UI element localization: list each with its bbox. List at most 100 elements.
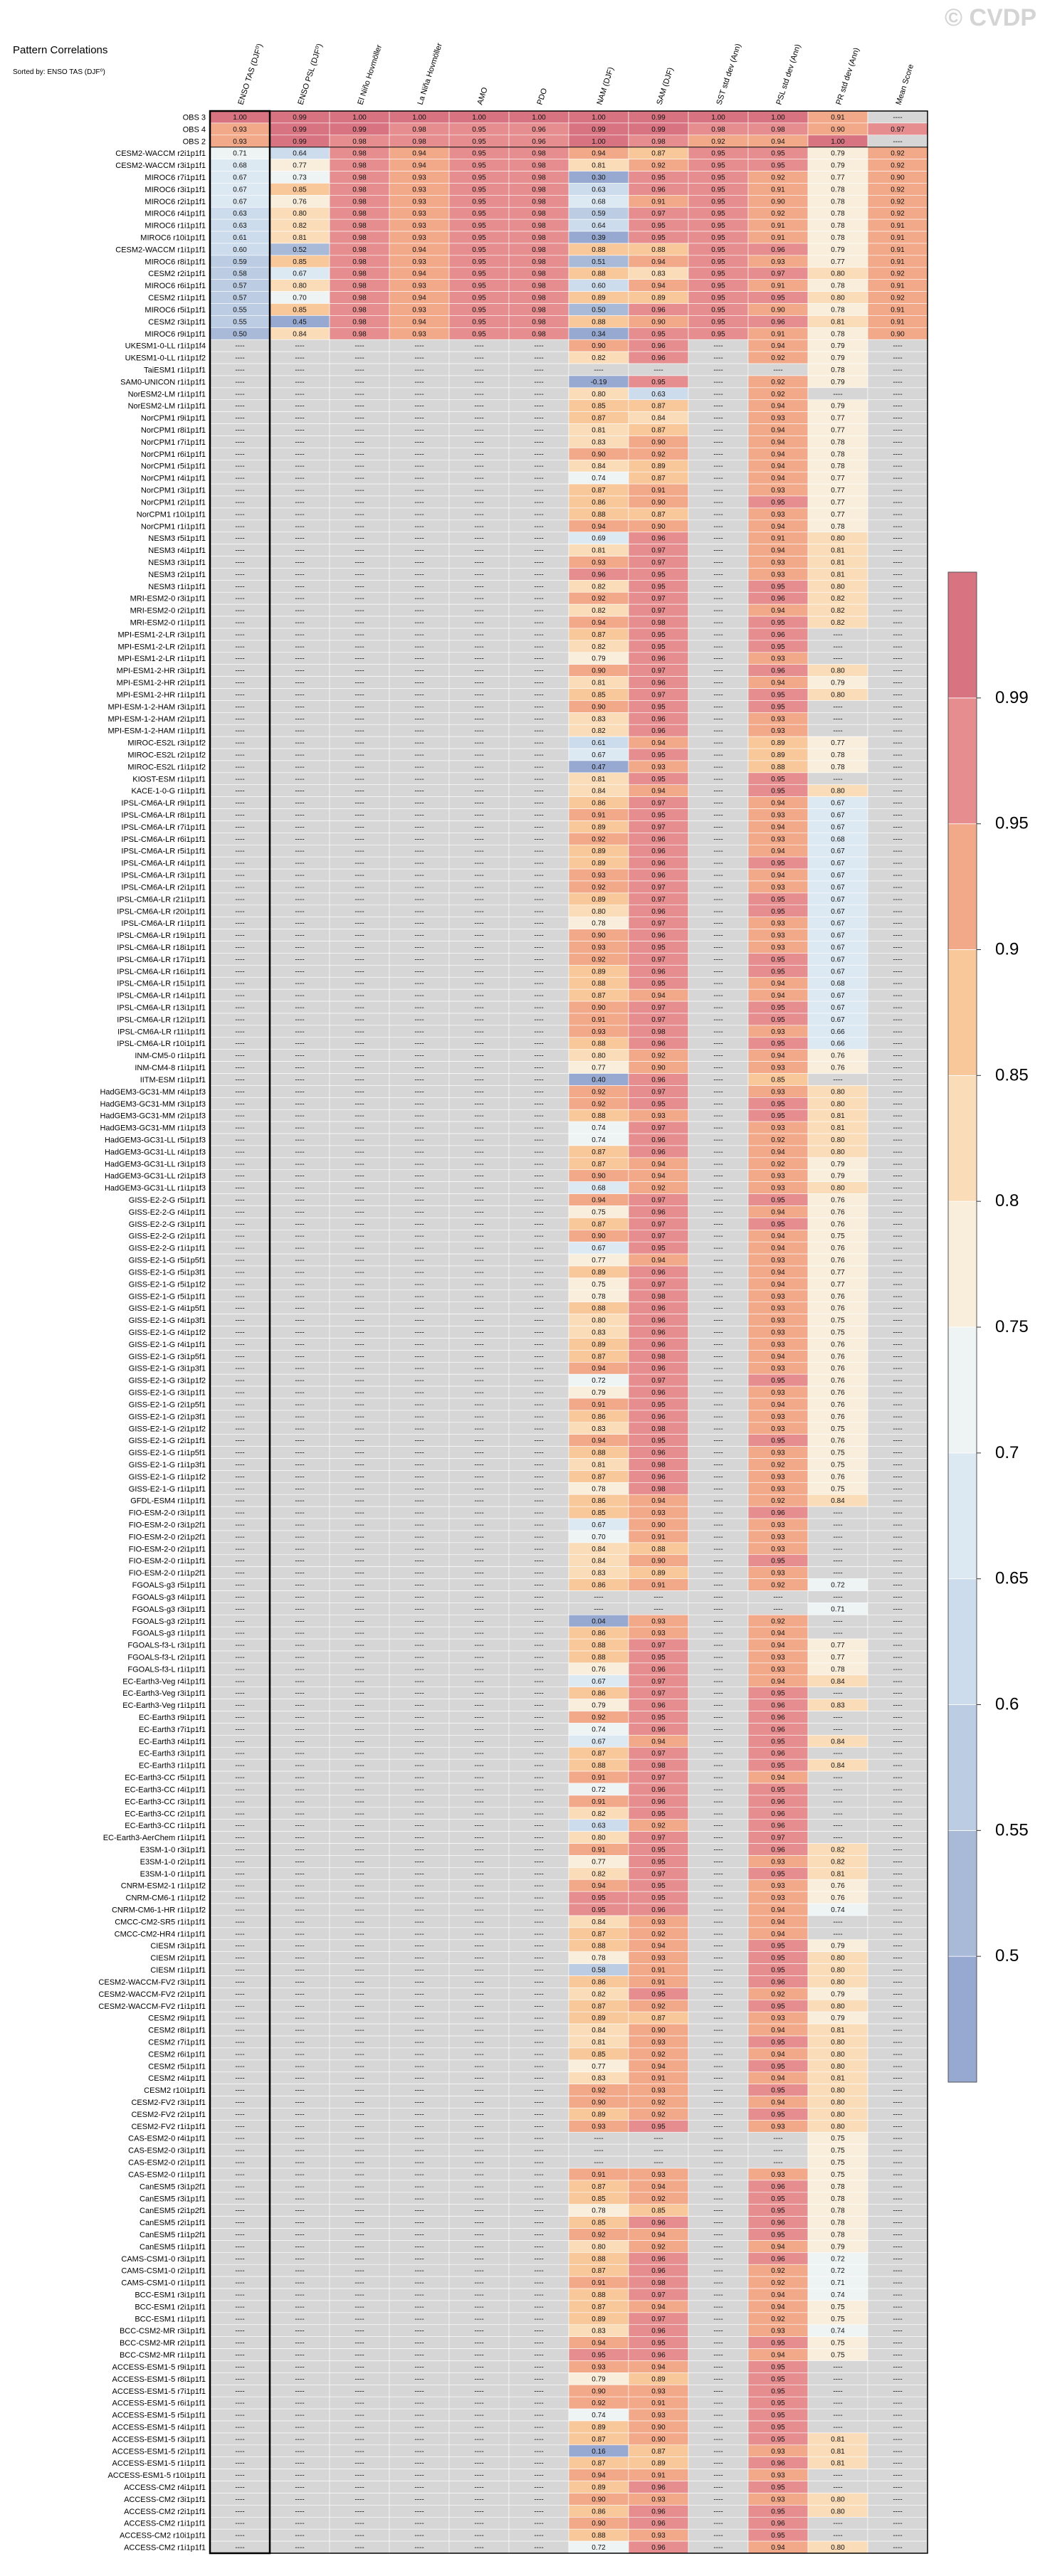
cell-value: ---- — [534, 2159, 543, 2167]
cell-value: ---- — [355, 2111, 364, 2118]
cell-value: 0.84 — [831, 1762, 845, 1770]
cell-value: ---- — [355, 2328, 364, 2335]
cell-value: 0.74 — [592, 1136, 606, 1144]
cell-value: ---- — [295, 823, 304, 831]
cell-value: 0.96 — [651, 2267, 666, 2275]
cell-value: 0.91 — [891, 258, 905, 266]
row-label: GISS-E2-1-G r3i1p1f1 — [129, 1389, 206, 1398]
row-label: MIROC6 r2i1p1f1 — [145, 198, 206, 206]
cell-value: ---- — [235, 487, 244, 495]
cell-value: 0.89 — [651, 1570, 666, 1578]
cell-value: ---- — [534, 788, 543, 796]
cell-value: ---- — [414, 1617, 424, 1625]
cell-value: ---- — [474, 1124, 483, 1132]
cell-value: ---- — [355, 2472, 364, 2480]
cell-value: ---- — [414, 2219, 424, 2227]
cell-value: ---- — [893, 619, 902, 627]
cell-value: ---- — [534, 1461, 543, 1469]
cell-value: 0.97 — [651, 607, 666, 615]
cell-value: ---- — [534, 1413, 543, 1421]
cell-value: 0.95 — [771, 968, 785, 976]
cell-value: ---- — [355, 1016, 364, 1024]
cell-value: 0.95 — [651, 643, 666, 651]
cell-value: ---- — [474, 342, 483, 350]
cell-value: 0.80 — [592, 1835, 606, 1842]
cell-value: ---- — [713, 2015, 723, 2022]
cell-value: ---- — [893, 788, 902, 796]
cell-value: 0.96 — [651, 1450, 666, 1457]
cell-value: ---- — [474, 2363, 483, 2371]
cell-value: 0.95 — [771, 2002, 785, 2010]
cell-value: 0.93 — [412, 234, 426, 242]
cell-value: ---- — [235, 1161, 244, 1168]
cell-value: ---- — [534, 1617, 543, 1625]
cell-value: 0.98 — [532, 246, 546, 254]
cell-value: ---- — [474, 2027, 483, 2034]
cell-value: ---- — [474, 751, 483, 759]
cell-value: ---- — [235, 2111, 244, 2118]
cell-value: ---- — [893, 2002, 902, 2010]
cell-value: ---- — [235, 1040, 244, 1048]
cell-value: ---- — [474, 631, 483, 639]
cell-value: ---- — [474, 2099, 483, 2107]
cell-value: ---- — [355, 1738, 364, 1746]
cell-value: ---- — [534, 2267, 543, 2275]
cell-value: ---- — [355, 1943, 364, 1951]
row-label: CESM2-WACCM-FV2 r2i1p1f1 — [98, 1990, 206, 1999]
row-label: HadGEM3-GC31-LL r5i1p1f3 — [105, 1136, 206, 1144]
cell-value: ---- — [713, 680, 723, 687]
cell-value: ---- — [355, 2424, 364, 2432]
cell-value: 0.92 — [771, 1136, 785, 1144]
cell-value: ---- — [355, 535, 364, 543]
cell-value: ---- — [893, 2472, 902, 2480]
cell-value: 0.75 — [831, 1317, 845, 1325]
cell-value: 0.95 — [472, 295, 486, 302]
cell-value: ---- — [235, 1136, 244, 1144]
cell-value: ---- — [474, 788, 483, 796]
cell-value: ---- — [713, 1329, 723, 1337]
cell-value: ---- — [414, 631, 424, 639]
cell-value: 0.88 — [592, 1642, 606, 1649]
cell-value: ---- — [474, 1305, 483, 1313]
cell-value: ---- — [414, 1257, 424, 1265]
cell-value: ---- — [235, 2316, 244, 2323]
cell-value: ---- — [713, 2436, 723, 2444]
cell-value: 0.93 — [412, 306, 426, 314]
cell-value: ---- — [893, 1437, 902, 1445]
row-label: MPI-ESM-1-2-HAM r1i1p1f1 — [107, 727, 206, 736]
cell-value: ---- — [713, 366, 723, 374]
cell-value: 0.98 — [532, 174, 546, 181]
cell-value: 0.98 — [651, 1353, 666, 1361]
cell-value: ---- — [295, 1245, 304, 1252]
cell-value: ---- — [414, 1269, 424, 1277]
cell-value: 0.88 — [592, 1450, 606, 1457]
cell-value: ---- — [295, 354, 304, 362]
cell-value: ---- — [474, 2015, 483, 2022]
cell-value: ---- — [414, 1955, 424, 1963]
cell-value: ---- — [414, 1846, 424, 1854]
cell-value: 0.94 — [412, 270, 426, 278]
cell-value: ---- — [534, 860, 543, 867]
cell-value: 0.98 — [532, 318, 546, 326]
cell-value: ---- — [235, 1534, 244, 1541]
cell-value: 0.93 — [651, 1918, 666, 1926]
cell-value: ---- — [414, 1149, 424, 1156]
cell-value: ---- — [534, 1990, 543, 1998]
cell-value: ---- — [893, 2075, 902, 2083]
cell-value: 0.88 — [592, 1654, 606, 1662]
cell-value: ---- — [893, 1461, 902, 1469]
cell-value: ---- — [295, 1990, 304, 1998]
cell-value: ---- — [295, 2002, 304, 2010]
cell-value: 0.94 — [651, 1943, 666, 1951]
cell-value: 0.82 — [592, 1810, 606, 1818]
cell-value: ---- — [534, 1281, 543, 1289]
cell-value: 0.81 — [831, 2448, 845, 2456]
cell-value: 0.91 — [592, 1774, 606, 1782]
cell-value: ---- — [474, 835, 483, 843]
cell-value: 0.91 — [771, 535, 785, 543]
cell-value: ---- — [534, 2002, 543, 2010]
cell-value: ---- — [474, 1100, 483, 1108]
cell-value: ---- — [534, 2375, 543, 2383]
cell-value: ---- — [355, 2375, 364, 2383]
cell-value: 0.80 — [293, 283, 307, 290]
